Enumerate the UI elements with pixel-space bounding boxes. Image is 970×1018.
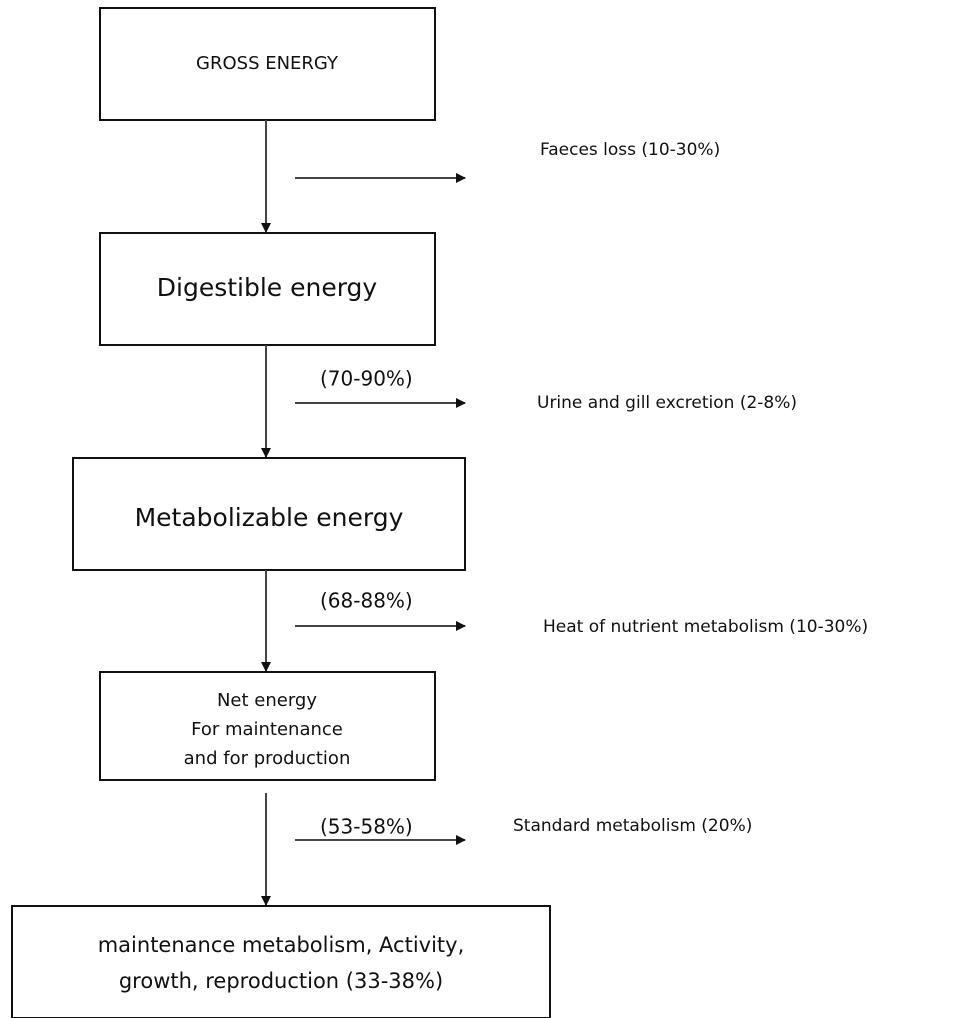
box — [99, 7, 436, 121]
node-label: Digestible energy — [157, 273, 378, 302]
loss-label: Heat of nutrient metabolism (10-30%) — [543, 617, 868, 637]
node-label: GROSS ENERGY — [196, 53, 339, 74]
node-label: Net energy — [217, 690, 317, 711]
loss-label: Urine and gill excretion (2-8%) — [537, 393, 797, 413]
box — [99, 232, 436, 346]
node-label: Metabolizable energy — [135, 503, 404, 532]
retained-label: (53-58%) — [320, 815, 413, 839]
node-label: maintenance metabolism, Activity, — [98, 933, 465, 957]
retained-label: (70-90%) — [320, 367, 413, 391]
retained-label: (68-88%) — [320, 589, 413, 613]
loss-label: Standard metabolism (20%) — [513, 816, 752, 836]
box — [99, 671, 436, 781]
node-label: and for production — [184, 748, 351, 769]
box — [72, 457, 466, 571]
loss-label: Faeces loss (10-30%) — [540, 140, 720, 160]
box — [11, 905, 551, 1018]
node-label: For maintenance — [191, 719, 343, 740]
node-label: growth, reproduction (33-38%) — [119, 969, 443, 993]
